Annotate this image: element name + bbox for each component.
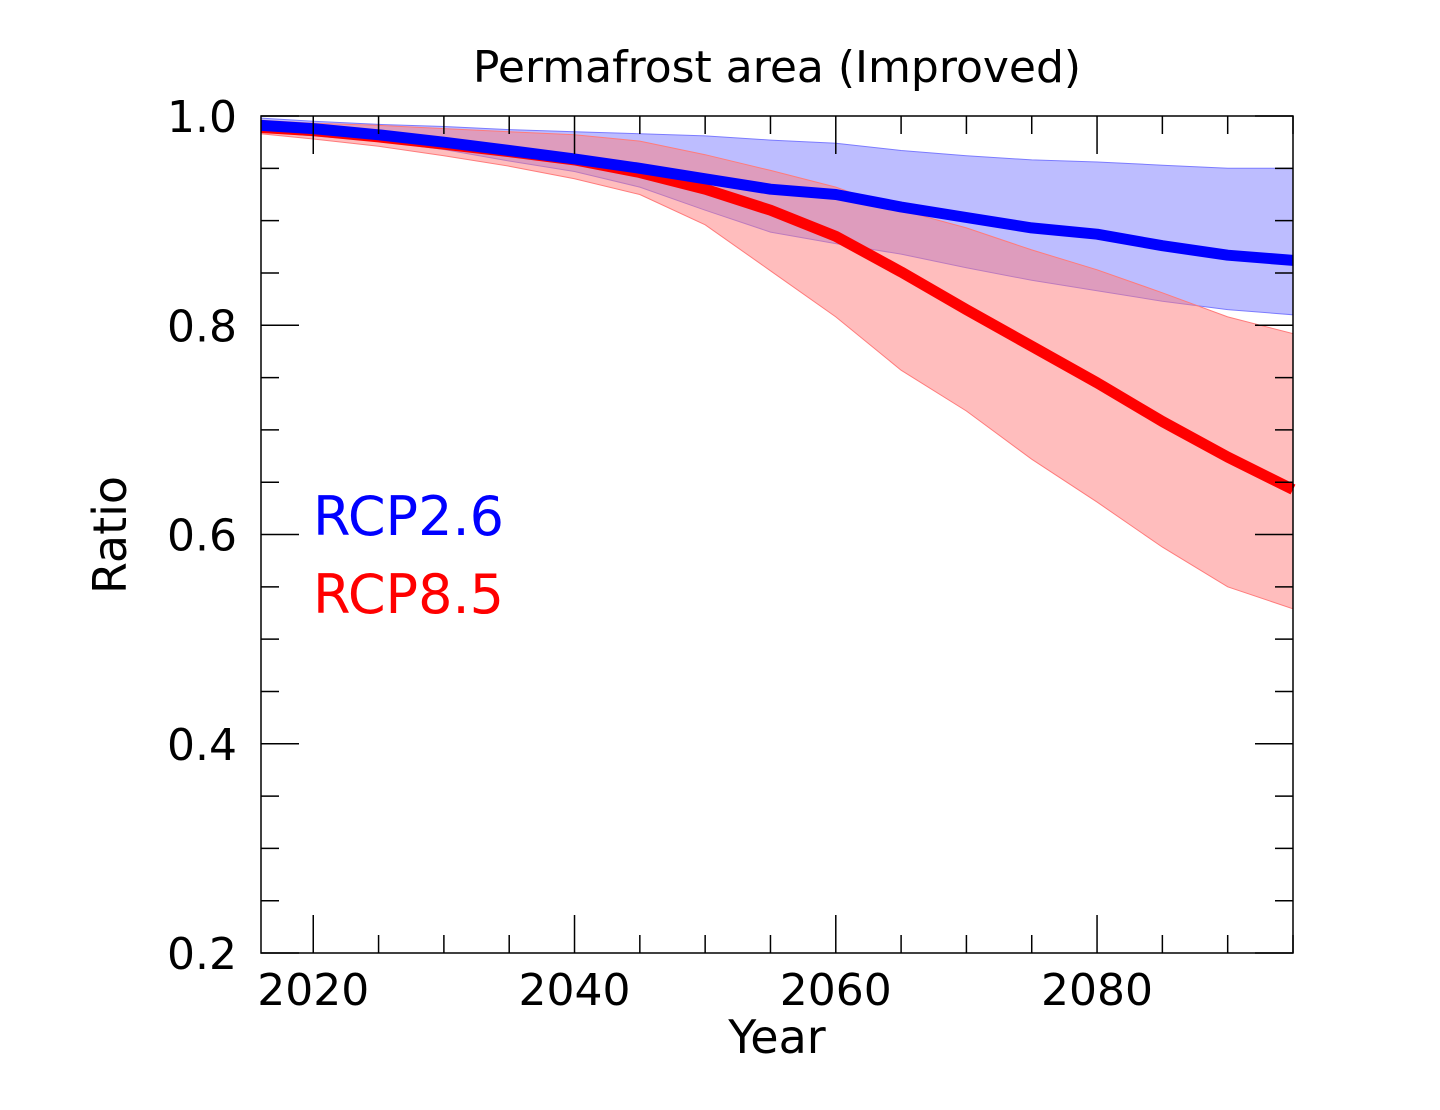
legend-rcp2-6: RCP2.6 [313,485,504,548]
axis-tick-labels: 2020 2040 2060 2080 0.2 0.4 0.6 0.8 1.0 [167,92,1153,1016]
plot-frame [260,115,1294,954]
y-tick-label-0.4: 0.4 [167,720,237,771]
y-tick-label-1.0: 1.0 [167,92,237,143]
x-tick-label-2040: 2040 [519,965,631,1016]
line-rcp2-6 [260,119,1294,266]
y-tick-label-0.2: 0.2 [167,929,237,980]
y-axis-label: Ratio [83,476,137,594]
plot-area [260,117,1296,610]
x-tick-label-2020: 2020 [257,965,369,1016]
legend-rcp8-5: RCP8.5 [313,563,504,626]
x-tick-label-2060: 2060 [780,965,892,1016]
x-axis-label: Year [727,1010,825,1064]
y-tick-label-0.6: 0.6 [167,511,237,562]
chart-title: Permafrost area (Improved) [473,42,1081,93]
y-tick-label-0.8: 0.8 [167,301,237,352]
series-lines [260,119,1296,495]
x-tick-label-2080: 2080 [1041,965,1153,1016]
legend: RCP2.6 RCP8.5 [313,485,504,626]
